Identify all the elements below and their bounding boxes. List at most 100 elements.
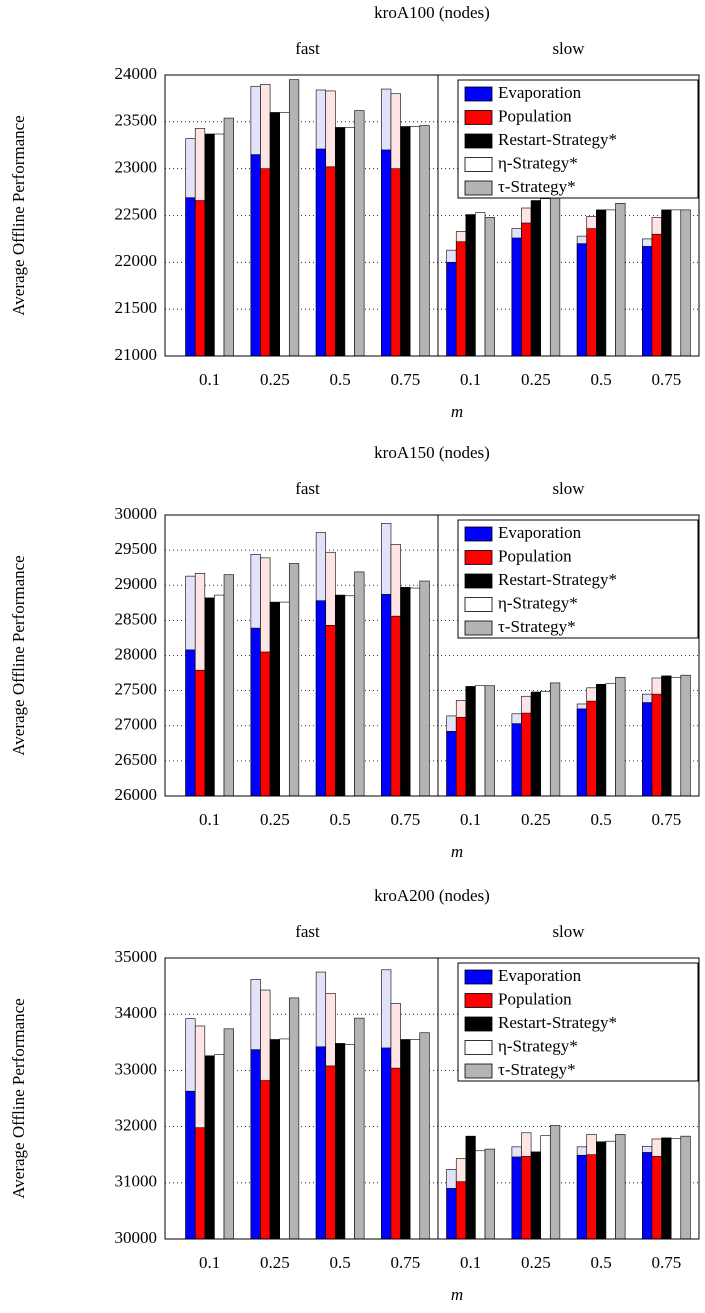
bar <box>279 112 290 357</box>
bar <box>250 627 261 797</box>
x-tick-label: 0.75 <box>391 370 421 389</box>
bar <box>605 683 616 797</box>
bar <box>204 597 215 797</box>
legend-box <box>457 962 699 1082</box>
y-tick-label: 35000 <box>115 947 158 966</box>
bar <box>260 651 271 797</box>
bar <box>214 133 225 357</box>
x-axis-label: m <box>451 1285 463 1304</box>
bar <box>214 594 225 797</box>
x-tick-label: 0.25 <box>260 810 290 829</box>
bar <box>381 1047 392 1240</box>
bar <box>484 217 495 357</box>
legend-swatch <box>464 573 493 589</box>
x-tick-label: 0.25 <box>521 1253 551 1272</box>
bar <box>288 79 300 357</box>
bar <box>381 149 392 357</box>
bar <box>269 112 280 357</box>
bar <box>185 649 196 797</box>
y-tick-label: 32000 <box>115 1116 158 1135</box>
bar <box>194 669 206 797</box>
legend-label: η-Strategy* <box>498 1036 578 1055</box>
x-tick-label: 0.25 <box>521 370 551 389</box>
legend-swatch <box>464 1016 493 1032</box>
legend-swatch <box>464 993 493 1008</box>
bar <box>680 1135 691 1240</box>
bar <box>344 1044 355 1240</box>
bar <box>344 595 355 797</box>
group-label: fast <box>295 39 320 58</box>
x-tick-label: 0.5 <box>330 1253 351 1272</box>
bar <box>279 1038 290 1240</box>
legend-swatch <box>464 597 493 612</box>
bar <box>586 1154 597 1240</box>
bar <box>661 209 672 357</box>
bar <box>605 209 616 357</box>
bar <box>250 154 261 357</box>
legend-label: τ-Strategy* <box>498 617 576 636</box>
y-axis-label: Average Offline Performance <box>9 998 28 1198</box>
bar <box>530 200 541 357</box>
bar <box>223 117 234 357</box>
y-tick-label: 29000 <box>115 574 158 593</box>
bar <box>511 1156 522 1240</box>
bar <box>204 1055 215 1240</box>
bar <box>409 126 421 357</box>
bar <box>446 731 457 797</box>
y-axis-label: Average Offline Performance <box>9 115 28 315</box>
y-tick-label: 21000 <box>115 345 158 364</box>
bar <box>279 601 290 797</box>
bar <box>586 700 597 797</box>
legend-label: Population <box>498 106 572 125</box>
bar <box>455 717 467 797</box>
legend-swatch <box>464 157 493 172</box>
bar <box>269 601 280 797</box>
legend-label: Evaporation <box>498 966 582 985</box>
y-tick-label: 21500 <box>115 298 158 317</box>
bar <box>521 1156 532 1240</box>
legend-swatch <box>464 1040 493 1055</box>
bar <box>260 1080 271 1240</box>
bar <box>576 708 588 797</box>
x-tick-label: 0.1 <box>199 370 220 389</box>
bar <box>400 126 411 357</box>
y-tick-label: 27000 <box>115 715 158 734</box>
bar <box>335 594 346 797</box>
legend-swatch <box>464 1063 493 1079</box>
legend-label: τ-Strategy* <box>498 1060 576 1079</box>
x-axis-label: m <box>451 842 463 861</box>
bar <box>260 168 271 357</box>
legend-label: Evaporation <box>498 83 582 102</box>
group-label: fast <box>295 922 320 941</box>
x-tick-label: 0.5 <box>591 1253 612 1272</box>
y-tick-label: 30000 <box>115 1228 158 1247</box>
bar <box>455 241 467 357</box>
plot-frame <box>164 74 700 357</box>
bar <box>446 1188 457 1240</box>
bar <box>475 685 486 797</box>
bar <box>540 691 551 797</box>
bar <box>335 1043 346 1240</box>
y-tick-label: 30000 <box>115 504 158 523</box>
bar <box>540 198 551 357</box>
y-tick-label: 23000 <box>115 158 158 177</box>
y-tick-label: 28000 <box>115 644 158 663</box>
legend-label: τ-Strategy* <box>498 177 576 196</box>
bar <box>419 580 430 797</box>
legend-label: η-Strategy* <box>498 593 578 612</box>
y-tick-label: 22000 <box>115 251 158 270</box>
bar <box>596 1141 607 1240</box>
chart-title: kroA200 (nodes) <box>374 886 490 905</box>
bar <box>335 127 346 357</box>
bar <box>465 1135 476 1240</box>
bar <box>661 1137 672 1240</box>
legend-swatch <box>464 969 493 985</box>
legend-box <box>457 519 699 639</box>
bar <box>288 997 300 1240</box>
bar <box>185 197 196 357</box>
legend-swatch <box>464 620 493 636</box>
bar <box>596 684 607 797</box>
bar <box>521 712 532 797</box>
x-tick-label: 0.1 <box>460 1253 481 1272</box>
